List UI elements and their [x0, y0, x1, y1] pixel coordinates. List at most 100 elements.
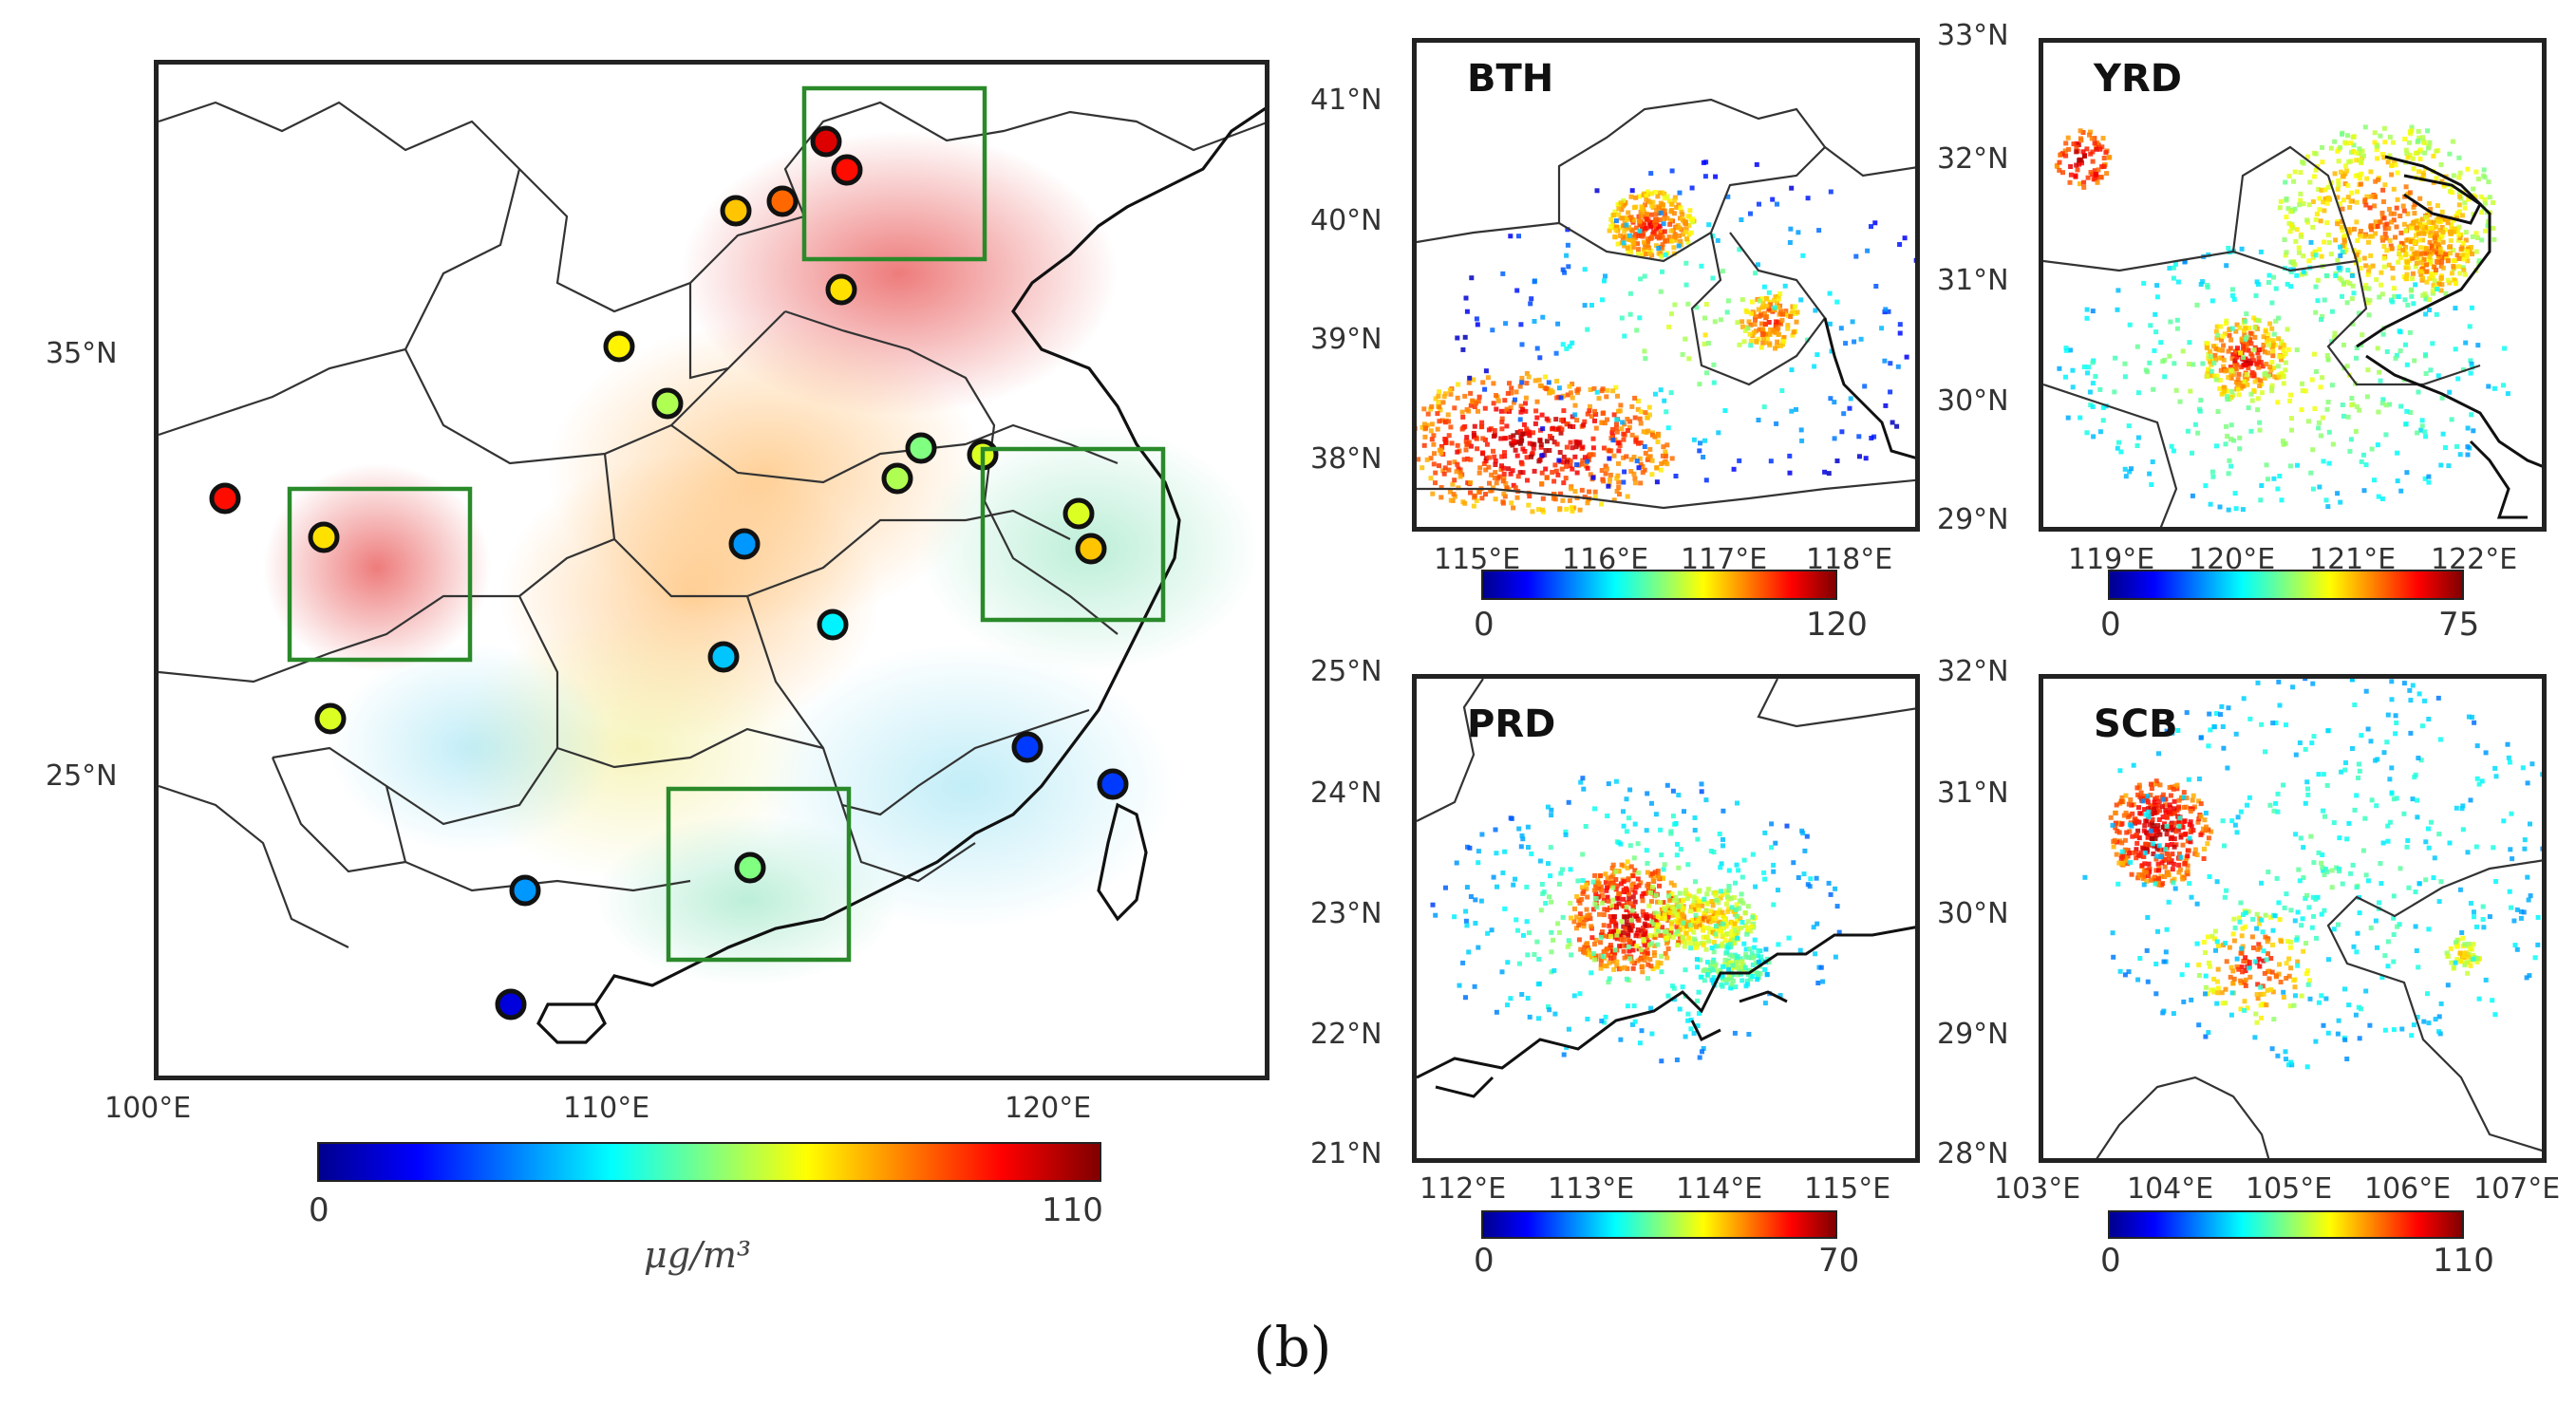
- field-pixel: [2434, 148, 2439, 154]
- field-pixel: [2240, 384, 2246, 389]
- field-pixel: [1862, 384, 1868, 389]
- field-pixel: [1534, 346, 1540, 351]
- field-pixel: [2266, 969, 2271, 974]
- field-pixel: [2317, 247, 2322, 253]
- field-pixel: [2372, 140, 2378, 145]
- site-marker: [817, 609, 849, 641]
- field-pixel: [1442, 465, 1448, 471]
- field-pixel: [2303, 800, 2308, 806]
- field-pixel: [1632, 1019, 1638, 1024]
- field-pixel: [2348, 198, 2354, 204]
- field-pixel: [2423, 262, 2429, 268]
- field-pixel: [1645, 935, 1650, 941]
- field-pixel: [2129, 466, 2134, 472]
- field-pixel: [2447, 840, 2453, 846]
- prd-colorbar-min: 0: [1474, 1242, 1495, 1280]
- field-pixel: [2234, 354, 2240, 360]
- field-pixel: [1834, 299, 1840, 305]
- field-pixel: [2412, 240, 2417, 245]
- field-pixel: [1610, 885, 1616, 890]
- field-pixel: [1645, 189, 1650, 195]
- field-pixel: [2230, 931, 2236, 937]
- field-pixel: [1669, 168, 1675, 174]
- field-pixel: [2174, 808, 2180, 814]
- field-pixel: [2190, 493, 2195, 498]
- field-pixel: [2454, 944, 2460, 949]
- field-pixel: [2239, 336, 2245, 342]
- field-pixel: [2445, 277, 2451, 283]
- field-pixel: [1650, 877, 1656, 883]
- field-pixel: [2319, 317, 2323, 323]
- field-pixel: [1659, 969, 1664, 975]
- field-pixel: [2276, 353, 2282, 359]
- field-pixel: [2281, 347, 2286, 353]
- field-pixel: [2253, 293, 2259, 298]
- field-pixel: [2252, 325, 2258, 330]
- field-pixel: [1622, 964, 1627, 970]
- field-pixel: [2363, 297, 2369, 303]
- field-pixel: [2070, 367, 2076, 373]
- field-pixel: [2284, 891, 2289, 897]
- field-pixel: [1590, 475, 1596, 480]
- field-pixel: [1626, 896, 1632, 902]
- field-pixel: [2200, 361, 2206, 366]
- field-pixel: [1616, 891, 1622, 896]
- field-pixel: [2345, 268, 2351, 273]
- field-pixel: [1718, 895, 1723, 901]
- field-pixel: [2184, 796, 2190, 801]
- field-pixel: [2532, 955, 2538, 961]
- field-pixel: [2319, 911, 2324, 917]
- field-pixel: [2310, 224, 2316, 230]
- field-pixel: [1746, 1032, 1752, 1037]
- yrd-borders: [2043, 145, 2481, 527]
- field-pixel: [2469, 412, 2474, 418]
- field-pixel: [1663, 951, 1668, 956]
- field-pixel: [2338, 244, 2343, 250]
- focus-box-prd: [666, 786, 852, 963]
- field-pixel: [2153, 868, 2159, 873]
- field-pixel: [1632, 476, 1638, 481]
- field-pixel: [2411, 1022, 2416, 1028]
- field-pixel: [2145, 979, 2151, 984]
- field-pixel: [2351, 134, 2357, 140]
- prd-lon-tick: 115°E: [1804, 1172, 1891, 1206]
- field-pixel: [1615, 928, 1621, 934]
- field-pixel: [1677, 225, 1683, 231]
- field-pixel: [2126, 801, 2132, 807]
- field-pixel: [1780, 311, 1786, 317]
- field-pixel: [1567, 497, 1572, 503]
- field-pixel: [1758, 954, 1764, 960]
- field-pixel: [1610, 919, 1616, 925]
- field-pixel: [1651, 223, 1657, 229]
- field-pixel: [1739, 874, 1745, 880]
- field-pixel: [2437, 228, 2443, 234]
- field-pixel: [1647, 220, 1652, 226]
- field-pixel: [1745, 904, 1751, 909]
- field-pixel: [2227, 328, 2232, 333]
- field-pixel: [2544, 876, 2547, 881]
- field-pixel: [2283, 440, 2288, 446]
- field-pixel: [2268, 367, 2274, 373]
- field-pixel: [2162, 874, 2168, 879]
- field-pixel: [2245, 382, 2250, 387]
- field-pixel: [1508, 234, 1514, 239]
- field-pixel: [1750, 333, 1756, 339]
- field-pixel: [1544, 439, 1550, 444]
- field-pixel: [1491, 401, 1496, 406]
- field-pixel: [1777, 291, 1783, 296]
- field-pixel: [2177, 867, 2183, 872]
- field-pixel: [1658, 244, 1664, 250]
- field-pixel: [2181, 790, 2187, 796]
- field-pixel: [2276, 900, 2282, 906]
- field-pixel: [2090, 360, 2096, 365]
- field-pixel: [1726, 966, 1732, 972]
- field-pixel: [1637, 222, 1643, 228]
- field-pixel: [2255, 996, 2261, 1002]
- field-pixel: [2453, 346, 2458, 352]
- field-pixel: [1776, 293, 1781, 299]
- field-pixel: [2226, 471, 2231, 477]
- field-pixel: [1537, 383, 1543, 388]
- field-pixel: [2213, 328, 2219, 334]
- field-pixel: [2153, 311, 2158, 317]
- field-pixel: [2456, 155, 2462, 160]
